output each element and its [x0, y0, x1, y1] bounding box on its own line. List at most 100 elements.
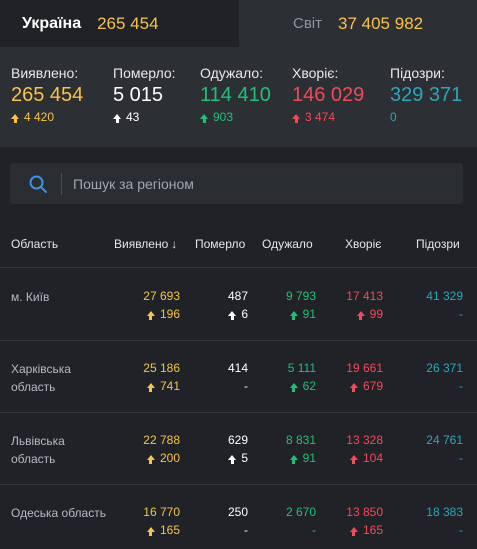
cell-suspected: 41 329	[426, 289, 463, 303]
cell-suspected-delta-value: -	[459, 523, 463, 537]
col-recovered-header[interactable]: Одужало	[262, 237, 313, 251]
arrow-up-icon	[289, 310, 298, 320]
search-icon[interactable]	[28, 174, 48, 194]
cell-recovered-delta-value: -	[312, 523, 316, 537]
cell-suspected: 18 383	[426, 505, 463, 519]
col-region-header[interactable]: Область	[11, 237, 59, 251]
arrow-up-icon	[349, 454, 358, 464]
cell-recovered-delta: 91	[289, 451, 316, 465]
tab-world[interactable]: Світ 37 405 982	[239, 0, 477, 47]
cell-recovered-delta: 91	[289, 307, 316, 321]
cell-recovered: 2 670	[285, 505, 316, 519]
arrow-up-icon	[146, 454, 155, 464]
stat-suspected-delta: 0	[390, 110, 397, 124]
stat-died: Померло: 5 015 43	[113, 65, 176, 124]
cell-detected-delta-value: 196	[159, 307, 180, 321]
arrow-up-icon	[11, 113, 19, 123]
cell-detected: 16 770	[143, 505, 180, 519]
stat-suspected-label: Підозри:	[390, 65, 445, 81]
cell-died: 414	[227, 361, 248, 375]
stat-recovered-label: Одужало:	[200, 65, 264, 81]
col-detected-label: Виявлено	[114, 237, 169, 251]
tab-ukraine-label: Україна	[22, 14, 82, 32]
cell-detected-delta: 200	[146, 451, 180, 465]
arrow-up-icon	[146, 310, 155, 320]
row-region-name: Одеська область	[11, 506, 106, 520]
cell-sick-delta: 104	[349, 451, 383, 465]
cell-detected: 27 693	[143, 289, 180, 303]
stat-recovered-delta-value: 903	[213, 110, 234, 124]
stat-detected-delta: 4 420	[11, 110, 83, 124]
region-tabs: Україна 265 454 Світ 37 405 982	[0, 0, 477, 47]
col-suspected-header[interactable]: Підозри	[416, 237, 460, 251]
cell-detected-delta-value: 165	[159, 523, 180, 537]
tab-world-label: Світ	[293, 15, 323, 32]
summary-panel: Виявлено: 265 454 4 420 Померло: 5 015 4…	[0, 47, 477, 147]
stat-died-value: 5 015	[113, 84, 164, 106]
cell-sick: 19 661	[346, 361, 383, 375]
search-input[interactable]	[73, 175, 433, 192]
arrow-up-icon	[228, 310, 237, 320]
cell-detected: 25 186	[143, 361, 180, 375]
stat-detected: Виявлено: 265 454 4 420	[11, 65, 83, 124]
tab-ukraine-count: 265 454	[97, 13, 159, 33]
col-sick-header[interactable]: Хворіє	[345, 237, 382, 251]
table-header: Область Виявлено ↓ Померло Одужало Хворіє…	[0, 228, 477, 268]
row-region-name: м. Київ	[11, 290, 50, 304]
cell-sick-delta-value: 99	[369, 307, 383, 321]
table-row[interactable]: м. Київ 27 693 196 487 6 9 793 91 17 413 99 41 32…	[0, 269, 477, 341]
cell-died-delta-value: 5	[241, 451, 248, 465]
tab-ukraine[interactable]: Україна 265 454	[0, 0, 239, 47]
row-region-name: Харківська область	[11, 362, 71, 394]
cell-recovered-delta: -	[312, 523, 316, 537]
cell-recovered-delta: 62	[289, 379, 316, 393]
row-region-name: Львівська область	[11, 434, 65, 466]
arrow-up-icon	[289, 382, 298, 392]
arrow-up-icon	[349, 382, 358, 392]
cell-sick-delta: 679	[349, 379, 383, 393]
cell-sick: 13 328	[346, 433, 383, 447]
cell-sick-delta-value: 104	[362, 451, 383, 465]
stat-detected-value: 265 454	[11, 84, 84, 106]
col-died-header[interactable]: Померло	[195, 237, 246, 251]
cell-detected-delta-value: 200	[159, 451, 180, 465]
cell-detected: 22 788	[143, 433, 180, 447]
cell-died: 487	[227, 289, 248, 303]
cell-sick-delta: 165	[349, 523, 383, 537]
stat-detected-delta-value: 4 420	[24, 110, 55, 124]
cell-suspected-delta: -	[459, 379, 463, 393]
cell-died-delta-value: -	[244, 523, 248, 537]
stat-recovered: Одужало: 114 410 903	[200, 65, 271, 124]
cell-died-delta-value: -	[244, 379, 248, 393]
sort-down-icon: ↓	[171, 237, 178, 251]
stat-sick-label: Хворіє:	[292, 65, 339, 81]
cell-detected-delta: 196	[146, 307, 180, 321]
arrow-up-icon	[292, 113, 300, 123]
cell-sick-delta-value: 165	[362, 523, 383, 537]
table-row[interactable]: Харківська область 25 186 741 414 - 5 111 62 19…	[0, 341, 477, 413]
cell-suspected-delta: -	[459, 451, 463, 465]
region-search[interactable]	[10, 163, 463, 204]
cell-died: 629	[227, 433, 248, 447]
stat-suspected-value: 329 371	[390, 84, 463, 106]
arrow-up-icon	[228, 454, 237, 464]
cell-suspected-delta-value: -	[459, 451, 463, 465]
arrow-up-icon	[200, 113, 208, 123]
cell-suspected-delta-value: -	[459, 379, 463, 393]
stat-died-delta: 43	[113, 110, 176, 124]
arrow-up-icon	[289, 454, 298, 464]
col-detected-header[interactable]: Виявлено ↓	[114, 237, 177, 251]
stat-recovered-delta: 903	[200, 110, 271, 124]
stat-suspected: Підозри: 329 371 0	[390, 65, 462, 124]
cell-died: 250	[227, 505, 248, 519]
arrow-up-icon	[146, 382, 155, 392]
table-row[interactable]: Львівська область 22 788 200 629 5 8 831 91 13 …	[0, 413, 477, 485]
cell-detected-delta: 741	[146, 379, 180, 393]
cell-recovered-delta-value: 91	[302, 307, 316, 321]
stat-died-delta-value: 43	[126, 110, 140, 124]
cell-sick: 17 413	[346, 289, 383, 303]
cell-suspected-delta: -	[459, 307, 463, 321]
table-row[interactable]: Одеська область 16 770 165 250 - 2 670 - 13 850…	[0, 485, 477, 549]
arrow-up-icon	[146, 526, 155, 536]
cell-died-delta: 5	[228, 451, 248, 465]
